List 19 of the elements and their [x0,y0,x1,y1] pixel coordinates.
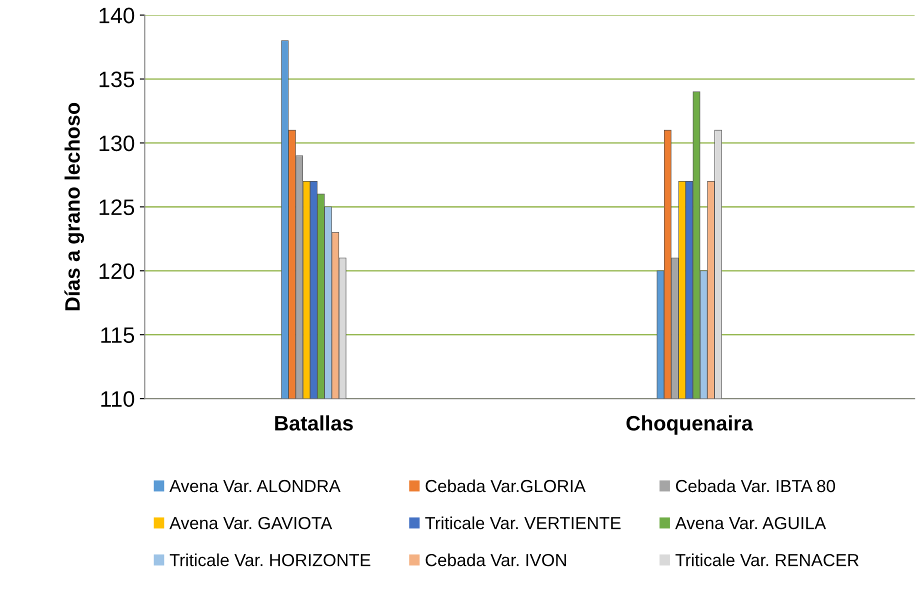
y-tick-label: 120 [100,263,134,280]
y-tick-label: 140 [100,8,134,24]
legend-label: Avena Var. ALONDRA [169,480,341,492]
y-tick-label: 110 [101,391,134,407]
legend-label: Cebada Var. IVON [426,554,566,566]
legend-label: Triticale Var. RENACER [676,554,859,566]
legend-label: Cebada Var. IBTA 80 [676,479,836,492]
y-tick-label: 135 [100,72,134,88]
x-tick-label: Batallas [275,415,353,431]
legend-label: Triticale Var. HORIZONTE [170,554,370,566]
y-tick-label: 125 [100,199,134,216]
legend-label: Avena Var. GAVIOTA [169,516,332,530]
legend-label: Cebada Var.GLORIA [426,479,586,492]
legend-label: Triticale Var. VERTIENTE [425,516,621,530]
y-tick-label: 130 [100,135,134,152]
legend-label: Avena Var. AGUILA [675,516,826,530]
x-tick-label: Choquenaira [626,415,754,435]
y-tick-label: 115 [101,327,134,343]
y-axis-title: Días a grano lechoso [64,102,84,310]
